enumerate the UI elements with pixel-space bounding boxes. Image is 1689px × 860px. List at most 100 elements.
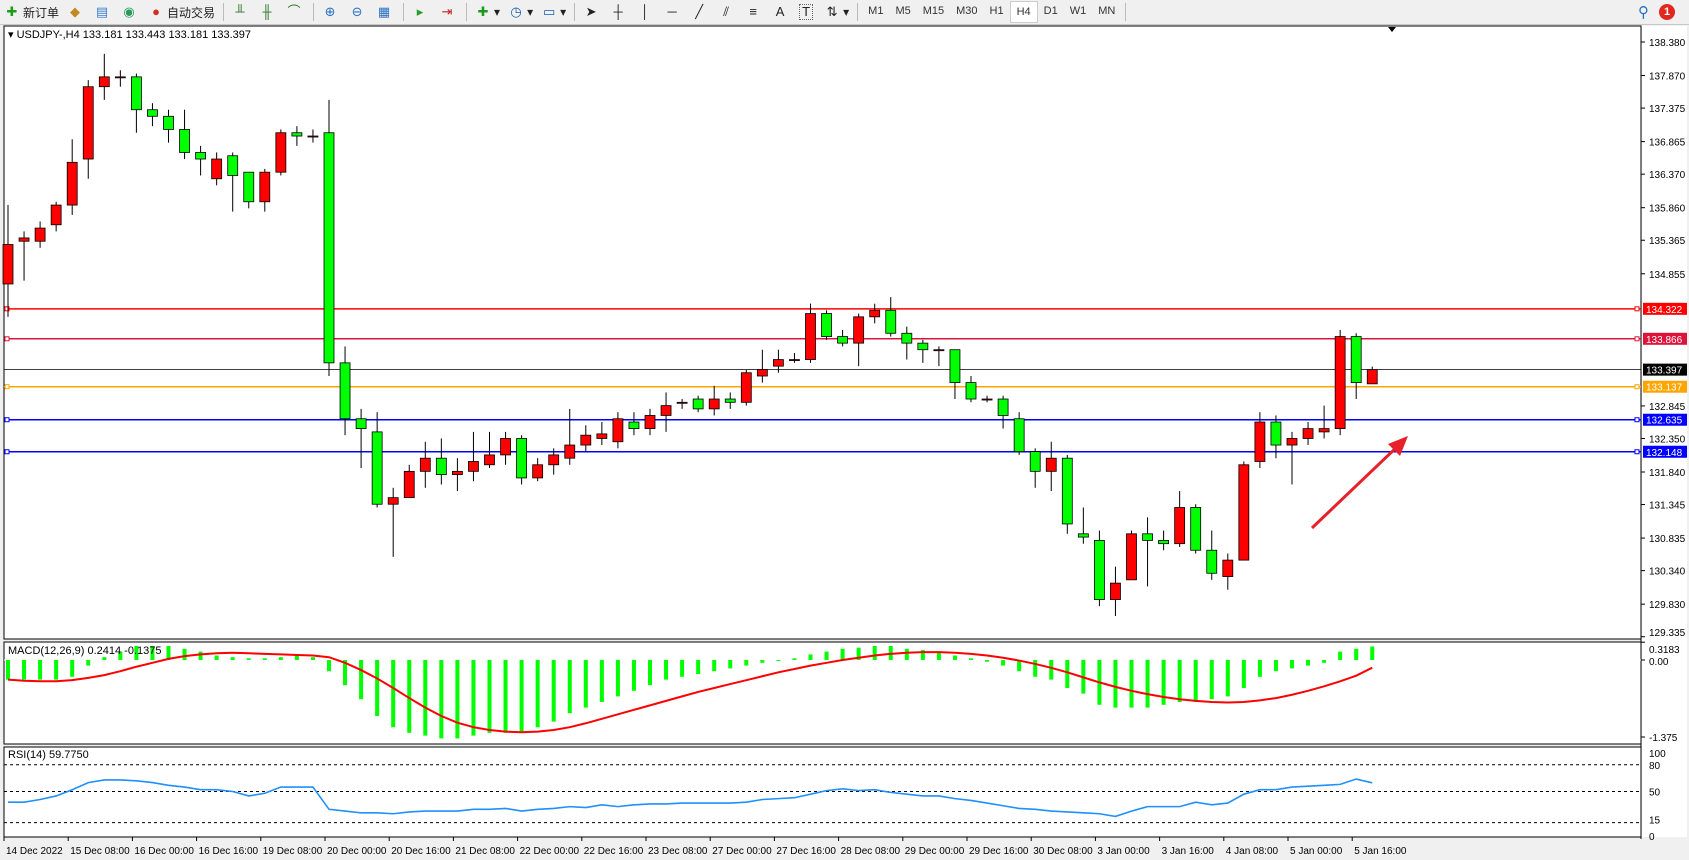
bear-candle: [147, 109, 158, 117]
auto-trading-button[interactable]: ● 自动交易: [144, 1, 219, 23]
bar-chart-button[interactable]: ╨: [228, 1, 255, 23]
level-price-tag: [1643, 332, 1687, 345]
macd-tick-label: 0.00: [1649, 657, 1669, 668]
horizontal-line-button[interactable]: ─: [660, 1, 687, 23]
time-label: 4 Jan 08:00: [1226, 846, 1279, 857]
macd-histogram-bar: [535, 660, 540, 728]
bear-candle: [355, 418, 367, 430]
macd-histogram-bar: [391, 660, 396, 728]
rsi-line: [8, 778, 1373, 818]
bear-candle: [291, 132, 303, 137]
bull-candle: [387, 497, 399, 505]
crosshair-icon: ┼: [613, 4, 623, 19]
macd-histogram-bar: [1241, 660, 1246, 688]
timeframe-w1[interactable]: W1: [1069, 5, 1087, 17]
timeframe-m5[interactable]: M5: [895, 5, 911, 17]
bull-candle: [612, 418, 624, 443]
signals-button[interactable]: ◉: [117, 1, 144, 23]
bull-candle: [98, 76, 110, 88]
time-label: 29 Dec 00:00: [905, 846, 965, 857]
time-label: 15 Dec 08:00: [70, 846, 130, 857]
zoom-in-icon: ⊕: [324, 4, 336, 19]
macd-histogram-bar: [1322, 660, 1327, 663]
equidistant-channel-button[interactable]: ⫽: [714, 1, 741, 23]
macd-histogram-bar: [150, 646, 155, 660]
trendline-button[interactable]: ╱: [687, 1, 714, 23]
bear-candle: [516, 438, 527, 479]
text-button[interactable]: A: [768, 1, 795, 23]
level-price-label: 133.137: [1646, 383, 1683, 394]
candlestick-button[interactable]: ╫: [255, 1, 282, 23]
time-label: 5 Jan 16:00: [1354, 846, 1407, 857]
macd-histogram-bar: [856, 647, 861, 660]
periods-button[interactable]: ◷ ▾: [504, 1, 537, 23]
bull-candle: [307, 135, 319, 138]
vertical-line-button[interactable]: │: [633, 1, 660, 23]
macd-histogram-bar: [1225, 660, 1230, 697]
time-label: 20 Dec 00:00: [327, 846, 387, 857]
navigator-button[interactable]: ▤: [90, 1, 117, 23]
timeframe-d1[interactable]: D1: [1043, 5, 1058, 17]
price-tick-label: 131.840: [1649, 468, 1686, 479]
level-handle: [4, 306, 10, 312]
macd-histogram-bar: [134, 646, 139, 660]
timeframe-m15[interactable]: M15: [922, 5, 945, 17]
timeframe-m1[interactable]: M1: [868, 5, 884, 17]
bull-candle: [596, 433, 608, 439]
divider: [403, 3, 405, 21]
text-label-button[interactable]: T: [795, 1, 820, 23]
market-watch-icon: ◆: [70, 4, 81, 19]
notification-badge[interactable]: 1: [1659, 4, 1675, 20]
price-tick-label: 137.870: [1649, 72, 1686, 83]
bull-candle: [1174, 507, 1186, 545]
bull-candle: [644, 415, 656, 430]
market-watch-button[interactable]: ◆: [63, 1, 90, 23]
rsi-tick-label: 15: [1649, 816, 1661, 827]
macd-histogram-bar: [310, 657, 315, 660]
timeframe-m30[interactable]: M30: [956, 5, 978, 17]
timeframe-mn[interactable]: MN: [1098, 5, 1116, 17]
macd-histogram-bar: [471, 660, 476, 736]
search-icon[interactable]: ⚲: [1638, 4, 1649, 21]
crosshair-button[interactable]: ┼: [606, 1, 633, 23]
macd-histogram-bar: [118, 651, 123, 660]
bull-candle: [1318, 428, 1330, 433]
chart-shift-icon: ⇥: [441, 4, 453, 19]
cursor-button[interactable]: ➤: [579, 1, 606, 23]
level-price-tag: [1643, 413, 1687, 426]
autoscroll-button[interactable]: ▸: [408, 1, 435, 23]
macd-histogram-bar: [102, 657, 107, 660]
chart-shift-button[interactable]: ⇥: [435, 1, 462, 23]
fibonacci-button[interactable]: ≡: [741, 1, 768, 23]
bull-candle: [18, 237, 30, 242]
indicators-button[interactable]: ✚ ▾: [471, 1, 504, 23]
bull-candle: [773, 359, 784, 367]
line-chart-button[interactable]: ⌒: [282, 1, 309, 23]
timeframe-h1[interactable]: H1: [989, 5, 1004, 17]
macd-histogram-bar: [1306, 660, 1311, 666]
bull-candle: [1286, 438, 1298, 446]
zoom-in-button[interactable]: ⊕: [318, 1, 345, 23]
templates-button[interactable]: ▭ ▾: [542, 4, 567, 19]
level-price-tag: [1643, 380, 1687, 393]
candlestick-icon: ╫: [262, 4, 272, 19]
bull-candle: [484, 454, 495, 466]
bear-candle: [885, 309, 897, 334]
bull-candle: [532, 464, 544, 479]
macd-panel: [3, 641, 1642, 745]
tile-windows-button[interactable]: ▦: [372, 1, 399, 23]
zoom-out-button[interactable]: ⊖: [345, 1, 372, 23]
timeframe-h4[interactable]: H4: [1009, 1, 1038, 23]
time-label: 19 Dec 08:00: [263, 846, 323, 857]
bear-candle: [917, 342, 929, 351]
fibonacci-icon: ≡: [749, 4, 757, 19]
new-order-button[interactable]: ✚ 新订单: [0, 1, 63, 23]
indicators-icon: ✚: [477, 4, 489, 19]
macd-histogram-bar: [1273, 660, 1278, 672]
level-handle: [1634, 449, 1640, 455]
macd-histogram-bar: [1017, 660, 1022, 672]
arrows-button[interactable]: ⇅ ▾: [820, 1, 853, 23]
bull-candle: [468, 461, 479, 472]
right-icons: ⚲ 1: [1638, 3, 1689, 21]
